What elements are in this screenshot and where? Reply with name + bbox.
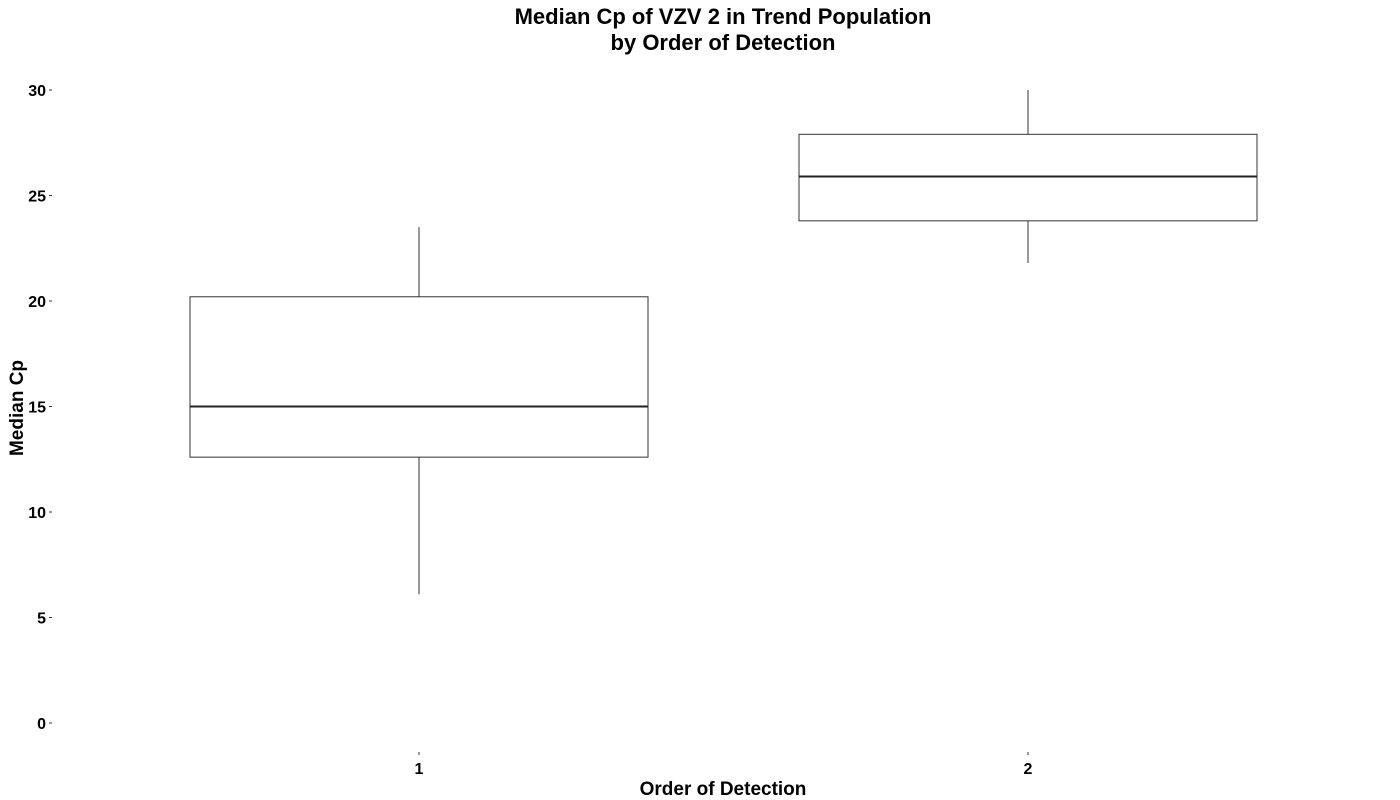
y-axis-label: Median Cp — [7, 360, 28, 456]
y-tick-label: 20 — [28, 294, 46, 311]
box-iqr — [798, 133, 1258, 222]
y-tick-label: 5 — [37, 611, 46, 628]
y-tick-label: 15 — [28, 400, 46, 417]
x-tick-label: 1 — [415, 761, 424, 778]
chart-title-line-1: Median Cp of VZV 2 in Trend Population — [515, 4, 932, 29]
y-axis: 0 5 10 15 20 25 30 — [28, 83, 52, 733]
y-tick-label: 10 — [28, 505, 46, 522]
chart-title: Median Cp of VZV 2 in Trend Population b… — [515, 4, 932, 55]
chart-title-line-2: by Order of Detection — [611, 30, 836, 55]
y-tick-label: 30 — [28, 83, 46, 100]
boxes-layer — [189, 90, 1258, 595]
x-tick-label: 2 — [1024, 761, 1033, 778]
y-tick-label: 25 — [28, 189, 46, 206]
x-axis-label: Order of Detection — [640, 779, 807, 800]
y-tick-label: 0 — [37, 716, 46, 733]
box-2 — [798, 90, 1258, 264]
box-1 — [189, 227, 649, 595]
box-iqr — [189, 296, 649, 458]
